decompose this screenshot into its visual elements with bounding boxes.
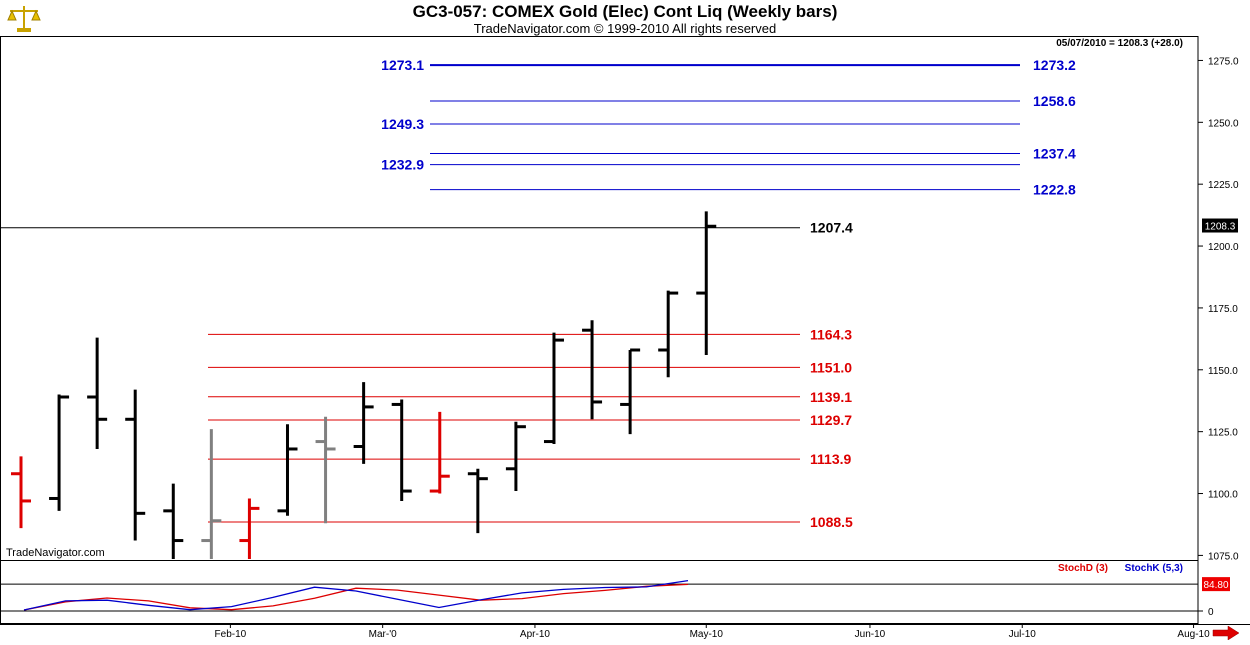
stoch-zero-label: 0 bbox=[1208, 607, 1214, 618]
black-level-label: 1207.4 bbox=[810, 220, 853, 236]
y-tick-label: 1075.0 bbox=[1208, 551, 1239, 562]
blue-level-label: 1249.3 bbox=[381, 116, 424, 132]
stoch-k-line bbox=[23, 579, 689, 611]
stoch-d-legend: StochD (3) bbox=[1058, 563, 1108, 574]
blue-level-label: 1273.2 bbox=[1033, 57, 1076, 73]
y-tick-label: 1175.0 bbox=[1208, 304, 1238, 315]
blue-level-label: 1232.9 bbox=[381, 157, 424, 173]
y-tick-label: 1200.0 bbox=[1208, 242, 1239, 253]
red-level-label: 1113.9 bbox=[810, 451, 851, 467]
price-panel-frame bbox=[0, 36, 1199, 561]
red-level-label: 1164.3 bbox=[810, 326, 852, 342]
y-tick-label: 1225.0 bbox=[1208, 180, 1239, 191]
red-level-label: 1088.5 bbox=[810, 514, 853, 530]
last-price-info: 05/07/2010 = 1208.3 (+28.0) bbox=[1056, 38, 1183, 49]
red-level-label: 1129.7 bbox=[810, 412, 852, 428]
x-tick-label: Mar-'0 bbox=[369, 629, 397, 640]
scroll-right-arrow-icon[interactable] bbox=[1212, 625, 1240, 645]
chart-subtitle: TradeNavigator.com © 1999-2010 All right… bbox=[473, 21, 777, 36]
blue-level-label: 1273.1 bbox=[381, 57, 424, 73]
blue-level-label: 1237.4 bbox=[1033, 145, 1076, 161]
chart-title: GC3-057: COMEX Gold (Elec) Cont Liq (Wee… bbox=[412, 2, 838, 21]
y-tick-label: 1150.0 bbox=[1208, 366, 1238, 377]
watermark-label: TradeNavigator.com bbox=[6, 547, 105, 559]
ohlc-bars bbox=[11, 211, 717, 559]
x-tick-label: May-10 bbox=[690, 629, 724, 640]
stochastic-panel-frame bbox=[0, 560, 1199, 624]
y-tick-label: 1125.0 bbox=[1208, 428, 1238, 439]
red-level-label: 1139.1 bbox=[810, 389, 852, 405]
stoch-k-legend: StochK (5,3) bbox=[1125, 563, 1183, 574]
gold-scale-icon bbox=[6, 2, 42, 41]
x-tick-label: Feb-10 bbox=[215, 629, 247, 640]
red-level-label: 1151.0 bbox=[810, 359, 852, 375]
blue-level-label: 1222.8 bbox=[1033, 182, 1076, 198]
last-price-tag bbox=[1202, 218, 1238, 233]
x-tick-label: Aug-10 bbox=[1177, 629, 1210, 640]
x-tick-label: Apr-10 bbox=[520, 629, 550, 640]
y-tick-label: 1275.0 bbox=[1208, 56, 1239, 67]
stoch-d-line bbox=[23, 583, 689, 611]
last-price-tag-label: 1208.3 bbox=[1205, 222, 1236, 233]
y-tick-label: 1100.0 bbox=[1208, 490, 1238, 501]
blue-level-label: 1258.6 bbox=[1033, 93, 1076, 109]
stoch-value-label: 84.80 bbox=[1203, 580, 1228, 591]
x-tick-label: Jul-10 bbox=[1009, 629, 1037, 640]
y-tick-label: 1250.0 bbox=[1208, 118, 1239, 129]
stoch-value-tag bbox=[1202, 577, 1230, 592]
x-tick-label: Jun-10 bbox=[855, 629, 886, 640]
